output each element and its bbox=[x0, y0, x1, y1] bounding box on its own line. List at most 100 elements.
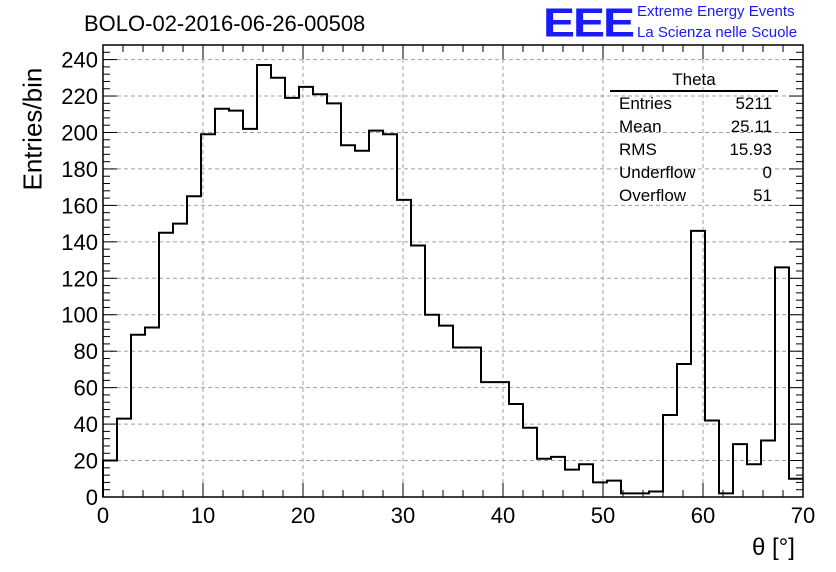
stats-row: Mean 25.11 bbox=[610, 115, 778, 138]
stats-value: 51 bbox=[753, 186, 772, 205]
stats-row: RMS 15.93 bbox=[610, 138, 778, 161]
histogram-bin bbox=[621, 493, 635, 497]
stats-row: Underflow 0 bbox=[610, 161, 778, 184]
histogram-bin bbox=[145, 328, 159, 498]
x-axis-label: θ [°] bbox=[752, 534, 795, 561]
histogram-bin bbox=[187, 196, 201, 497]
y-tick-label: 220 bbox=[61, 84, 98, 109]
histogram-bin bbox=[509, 404, 523, 497]
stats-row: Overflow 51 bbox=[610, 184, 778, 207]
grid-lines bbox=[103, 45, 803, 497]
stats-title: Theta bbox=[610, 70, 778, 92]
stats-value: 0 bbox=[762, 163, 772, 182]
histogram-bin bbox=[411, 245, 425, 497]
histogram-bin bbox=[425, 315, 439, 497]
histogram-bin bbox=[467, 348, 481, 497]
y-tick-label: 20 bbox=[74, 449, 98, 474]
x-tick-label: 20 bbox=[291, 503, 315, 528]
histogram-bin bbox=[719, 493, 733, 497]
stats-label: Entries bbox=[619, 94, 672, 113]
y-axis-label: Entries/bin bbox=[17, 67, 48, 191]
histogram-bin bbox=[173, 224, 187, 497]
logo-line-2: La Scienza nelle Scuole bbox=[637, 24, 798, 41]
x-tick-label: 0 bbox=[97, 503, 109, 528]
y-tick-label: 60 bbox=[74, 376, 98, 401]
x-tick-label: 70 bbox=[791, 503, 815, 528]
histogram-bin bbox=[397, 200, 411, 497]
histogram-bin bbox=[355, 151, 369, 497]
x-tick-label: 50 bbox=[591, 503, 615, 528]
x-tick-label: 30 bbox=[391, 503, 415, 528]
histogram-bin bbox=[159, 233, 173, 497]
histogram-bin bbox=[579, 464, 593, 497]
histogram-bin bbox=[663, 415, 677, 497]
tick-labels: 0 10 20 30 40 50 60 70 0 20 40 60 80 100 120 140 160 180 2… bbox=[61, 48, 815, 528]
histogram-bin bbox=[495, 382, 509, 497]
histogram-bin bbox=[523, 428, 537, 497]
y-tick-label: 80 bbox=[74, 339, 98, 364]
stats-row: Entries 5211 bbox=[610, 92, 778, 115]
x-tick-label: 60 bbox=[691, 503, 715, 528]
histogram-bin bbox=[551, 457, 565, 497]
histogram-bin bbox=[775, 267, 789, 497]
histogram-bin bbox=[369, 131, 383, 497]
y-tick-label: 160 bbox=[61, 193, 98, 218]
histogram-bin bbox=[789, 479, 803, 497]
y-tick-label: 0 bbox=[86, 485, 98, 510]
histogram-bin bbox=[481, 382, 495, 497]
histogram-bin bbox=[747, 464, 761, 497]
stats-label: Underflow bbox=[619, 163, 696, 182]
y-tick-label: 40 bbox=[74, 412, 98, 437]
y-tick-label: 100 bbox=[61, 303, 98, 328]
stats-label: Overflow bbox=[619, 186, 687, 205]
stats-box: Theta Entries 5211 Mean 25.11 RMS 15.93 Und… bbox=[610, 70, 778, 207]
histogram-bin bbox=[705, 420, 719, 497]
histogram-series bbox=[102, 64, 803, 498]
logo-line-1: Extreme Energy Events bbox=[637, 3, 795, 20]
histogram-bin bbox=[649, 492, 663, 497]
histogram-bin bbox=[453, 348, 467, 497]
axis-ticks bbox=[102, 44, 804, 498]
y-tick-label: 240 bbox=[61, 48, 98, 73]
histogram-bin bbox=[383, 134, 397, 497]
eee-logo: EEE bbox=[543, 0, 635, 46]
chart-title: BOLO-02-2016-06-26-00508 bbox=[84, 11, 366, 36]
stats-label: Mean bbox=[619, 117, 662, 136]
histogram-bin bbox=[761, 441, 775, 498]
stats-value: 25.11 bbox=[730, 117, 772, 136]
histogram-bin bbox=[677, 364, 691, 497]
histogram-bin bbox=[229, 111, 243, 497]
histogram-bin bbox=[537, 459, 551, 497]
histogram-outline bbox=[102, 64, 803, 497]
histogram-bin bbox=[733, 444, 747, 497]
histogram-bin bbox=[341, 145, 355, 497]
histogram-bin bbox=[285, 98, 299, 497]
y-tick-label: 140 bbox=[61, 230, 98, 255]
histogram-bin bbox=[271, 78, 285, 497]
histogram-bin bbox=[313, 94, 327, 497]
histogram-bin bbox=[565, 470, 579, 497]
y-tick-label: 120 bbox=[61, 266, 98, 291]
histogram-bin bbox=[439, 326, 453, 497]
histogram-bin bbox=[201, 134, 215, 497]
stats-value: 15.93 bbox=[729, 140, 772, 159]
stats-value: 5211 bbox=[735, 94, 772, 113]
histogram-bin bbox=[257, 65, 271, 497]
histogram-bin bbox=[327, 103, 341, 497]
histogram-bin bbox=[131, 335, 145, 497]
histogram-bin bbox=[243, 129, 257, 497]
histogram-bin bbox=[635, 493, 649, 497]
histogram-bin bbox=[299, 87, 313, 497]
y-tick-label: 180 bbox=[61, 157, 98, 182]
histogram-bin bbox=[117, 419, 131, 497]
y-tick-label: 200 bbox=[61, 120, 98, 145]
x-tick-label: 10 bbox=[191, 503, 215, 528]
histogram-bin bbox=[593, 482, 607, 497]
histogram-bin bbox=[215, 109, 229, 497]
x-tick-label: 40 bbox=[491, 503, 515, 528]
histogram-bin bbox=[691, 231, 705, 497]
histogram-bin bbox=[103, 461, 117, 497]
stats-label: RMS bbox=[619, 140, 657, 159]
histogram-bin bbox=[607, 481, 621, 497]
